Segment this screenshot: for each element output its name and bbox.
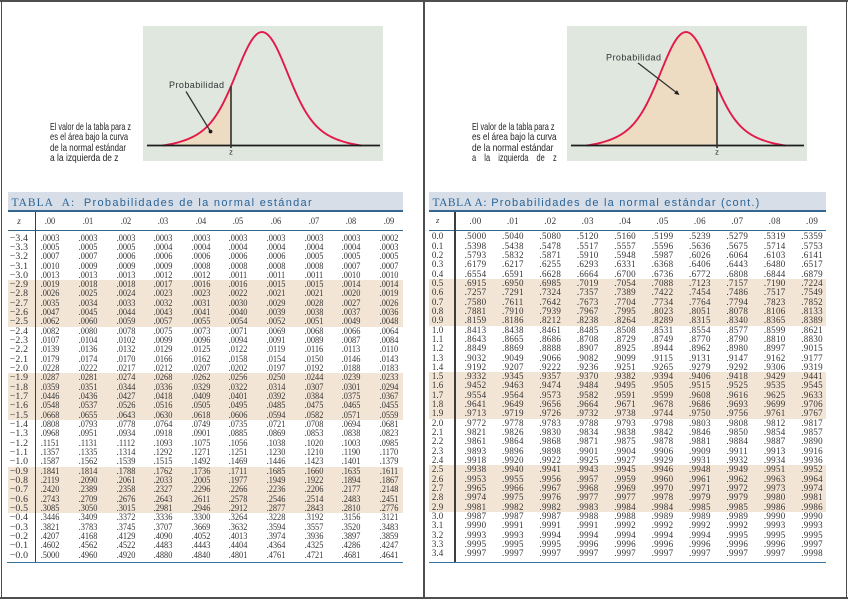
svg-text:Probabilidad: Probabilidad: [606, 53, 661, 63]
svg-text:Probabilidad: Probabilidad: [169, 80, 224, 90]
svg-text:z: z: [715, 148, 719, 157]
svg-text:z: z: [229, 148, 233, 157]
